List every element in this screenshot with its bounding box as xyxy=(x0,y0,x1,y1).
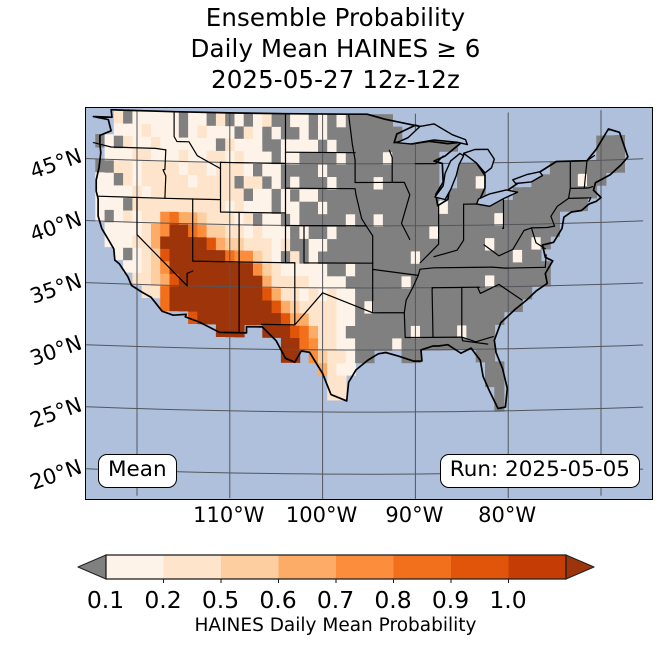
colorbar-tick-7: 1.0 xyxy=(489,586,527,614)
colorbar-tick-labels: 0.1 0.2 0.5 0.6 0.7 0.8 0.9 1.0 xyxy=(0,586,671,614)
lon-tick-100: 100°W xyxy=(285,503,358,527)
badge-run-label: Run: 2025-05-05 xyxy=(449,457,630,482)
lat-tick-30: 30°N xyxy=(27,330,85,371)
title-line-3: 2025-05-27 12z-12z xyxy=(211,65,460,94)
lon-tick-110: 110°W xyxy=(193,503,265,527)
lat-tick-35: 35°N xyxy=(27,268,85,309)
lat-tick-20: 20°N xyxy=(27,454,85,495)
chart-title: Ensemble Probability Daily Mean HAINES ≥… xyxy=(0,2,671,95)
colorbar-tick-1: 0.2 xyxy=(144,586,182,614)
probability-heatmap xyxy=(86,108,652,499)
lat-tick-45: 45°N xyxy=(27,144,85,185)
political-borders xyxy=(92,108,629,410)
colorbar-tick-2: 0.5 xyxy=(201,586,240,614)
lon-tick-80: 80°W xyxy=(478,503,537,527)
badge-mean-label: Mean xyxy=(108,457,167,482)
title-line-2: Daily Mean HAINES ≥ 6 xyxy=(190,34,481,63)
colorbar-swatches xyxy=(76,554,595,583)
title-line-1: Ensemble Probability xyxy=(205,3,466,32)
lat-tick-25: 25°N xyxy=(27,392,85,433)
map-panel[interactable]: Mean Run: 2025-05-05 xyxy=(85,107,653,500)
badge-run: Run: 2025-05-05 xyxy=(439,454,640,488)
colorbar[interactable]: 0.1 0.2 0.5 0.6 0.7 0.8 0.9 1.0 HAINES Daily Me… xyxy=(0,552,671,636)
lat-tick-40: 40°N xyxy=(27,206,85,247)
colorbar-tick-3: 0.6 xyxy=(259,586,297,614)
colorbar-tick-5: 0.8 xyxy=(374,586,412,614)
colorbar-tick-4: 0.7 xyxy=(316,586,355,614)
colorbar-tick-6: 0.9 xyxy=(431,586,470,614)
colorbar-tick-0: 0.1 xyxy=(86,586,125,614)
colorbar-caption: HAINES Daily Mean Probability xyxy=(194,615,477,636)
lon-tick-90: 90°W xyxy=(385,503,444,527)
badge-mean: Mean xyxy=(98,454,177,488)
